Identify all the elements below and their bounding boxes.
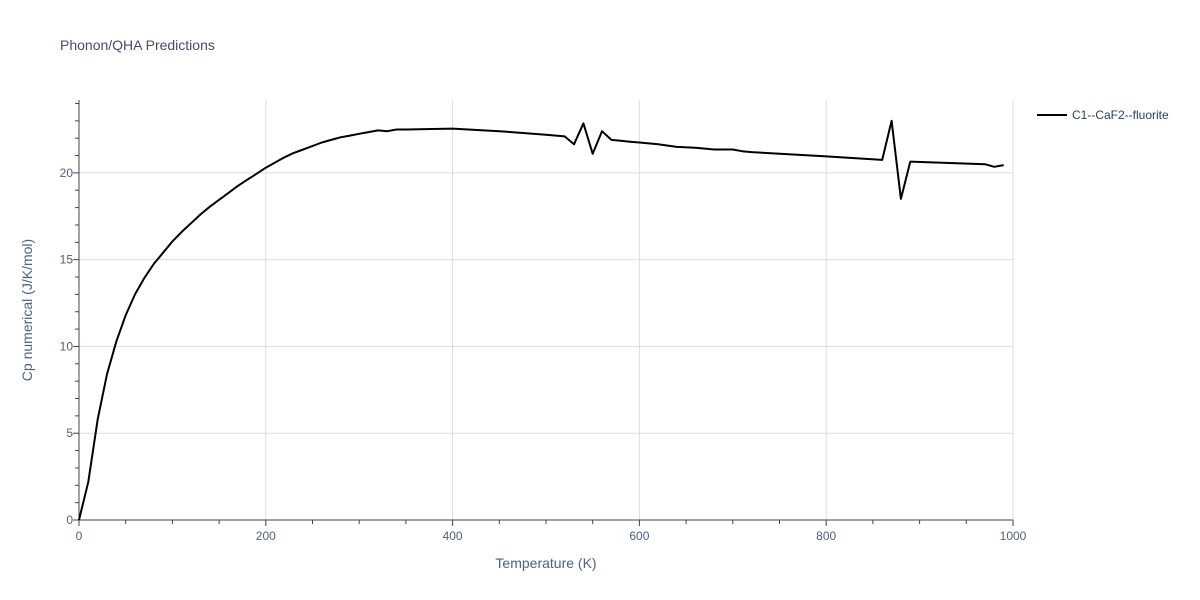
y-tick-label: 0 xyxy=(66,513,73,527)
x-tick-label: 800 xyxy=(816,529,836,543)
series-line[interactable] xyxy=(78,119,1004,521)
x-tick-label: 0 xyxy=(76,529,83,543)
x-tick-label: 400 xyxy=(443,529,463,543)
y-tick-label: 5 xyxy=(66,426,73,440)
x-tick-label: 1000 xyxy=(1000,529,1027,543)
axis-ticks xyxy=(73,102,1014,526)
y-tick-label: 15 xyxy=(60,253,74,267)
tick-labels: 0 200 400 600 800 1000 0 5 10 15 20 xyxy=(60,166,1027,543)
y-tick-label: 10 xyxy=(60,339,74,353)
grid-lines xyxy=(79,100,1014,520)
legend[interactable]: C1--CaF2--fluorite xyxy=(1037,108,1169,122)
y-tick-label: 20 xyxy=(60,166,74,180)
y-axis-title: Cp numerical (J/K/mol) xyxy=(19,239,35,381)
series-layer xyxy=(78,119,1004,521)
legend-label: C1--CaF2--fluorite xyxy=(1072,108,1169,122)
x-axis-title: Temperature (K) xyxy=(495,555,596,571)
x-tick-label: 600 xyxy=(629,529,649,543)
x-tick-label: 200 xyxy=(256,529,276,543)
chart-title: Phonon/QHA Predictions xyxy=(60,37,215,53)
